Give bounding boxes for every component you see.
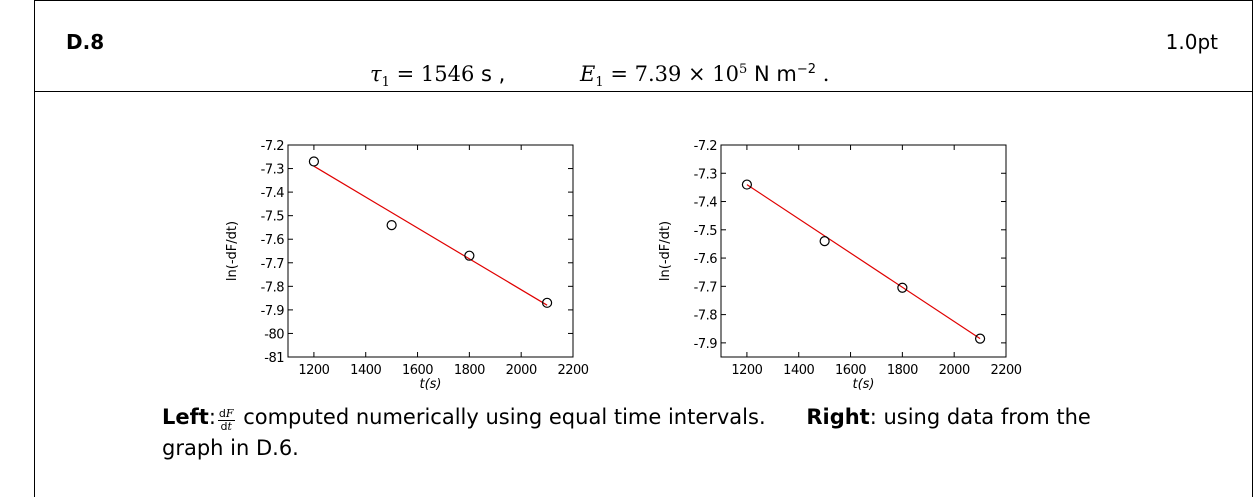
x-tick-label: 2200 bbox=[557, 363, 588, 378]
problem-frame bbox=[34, 0, 1253, 497]
y-tick-label: -7.4 bbox=[261, 186, 285, 201]
tau-value: = 1546 bbox=[396, 62, 475, 86]
x-tick-label: 1800 bbox=[454, 363, 485, 378]
frac-den-d: d bbox=[220, 420, 228, 434]
y-tick-label: -7.7 bbox=[694, 280, 718, 295]
tau-equation: τ1 = 1546 s , bbox=[370, 62, 505, 90]
x-axis-label: t(s) bbox=[852, 377, 874, 392]
data-point bbox=[541, 297, 553, 308]
x-tick-label: 1400 bbox=[783, 363, 814, 378]
caption-right-label: Right bbox=[806, 405, 870, 429]
data-point bbox=[741, 179, 753, 190]
y-tick-label: -7.9 bbox=[694, 337, 718, 352]
y-tick-label: -7.9 bbox=[261, 304, 285, 319]
y-tick-label: -81 bbox=[264, 351, 284, 366]
x-axis-label: t(s) bbox=[419, 377, 441, 392]
question-number: D.8 bbox=[66, 30, 105, 54]
y-axis-label: ln(-dF/dt) bbox=[225, 221, 240, 281]
modulus-unit: N m bbox=[753, 62, 797, 86]
modulus-exponent: 5 bbox=[739, 62, 748, 77]
tau-symbol: τ bbox=[370, 62, 382, 86]
caption-colon: : bbox=[208, 405, 216, 429]
x-tick-label: 2200 bbox=[990, 363, 1021, 378]
y-tick-label: -7.6 bbox=[261, 233, 285, 248]
modulus-unit-exponent: −2 bbox=[796, 62, 816, 77]
right-chart: 1200 1400 1600 1800 2000 2200 -7.2 -7.3 -7.4 -7.5… bbox=[658, 139, 1022, 392]
data-point bbox=[819, 236, 830, 247]
x-tick-label: 1200 bbox=[298, 363, 329, 378]
x-tick-label: 2000 bbox=[939, 363, 970, 378]
modulus-symbol: E bbox=[580, 62, 596, 86]
derivative-fraction: dF dt bbox=[217, 407, 235, 434]
x-tick-label: 2000 bbox=[506, 363, 537, 378]
x-tick-label: 1800 bbox=[887, 363, 918, 378]
y-tick-label: -7.2 bbox=[694, 139, 717, 154]
y-tick-label: -7.3 bbox=[261, 163, 285, 178]
points-value: 1.0pt bbox=[1165, 30, 1218, 54]
x-tick-label: 1600 bbox=[835, 363, 866, 378]
y-tick-label: -7.8 bbox=[694, 309, 718, 324]
caption-right-text: : using data from the graph in D.6. bbox=[162, 405, 1091, 461]
y-tick-label: -7.2 bbox=[261, 139, 284, 154]
y-tick-label: -7.5 bbox=[261, 210, 285, 225]
x-tick-label: 1200 bbox=[731, 363, 762, 378]
caption-left-label: Left bbox=[162, 405, 209, 429]
x-tick-label: 1400 bbox=[350, 363, 381, 378]
caption-left-text: computed numerically using equal time in… bbox=[236, 405, 766, 429]
frac-num-d: d bbox=[218, 407, 226, 421]
y-tick-label: -7.3 bbox=[694, 167, 718, 182]
plot-frame bbox=[287, 144, 574, 358]
frac-den-var: t bbox=[227, 420, 232, 434]
y-tick-label: -7.6 bbox=[694, 252, 718, 267]
left-chart: 1200 1400 1600 1800 2000 2200 -7.2 -7.3 -7.4 -7.5… bbox=[225, 139, 589, 392]
plot-frame bbox=[720, 144, 1007, 358]
divider-line bbox=[34, 91, 1253, 92]
data-point bbox=[897, 282, 908, 293]
tau-subscript: 1 bbox=[381, 75, 390, 91]
data-point bbox=[386, 219, 397, 231]
y-axis-label: ln(-dF/dt) bbox=[658, 221, 673, 281]
modulus-period: . bbox=[822, 62, 830, 86]
y-tick-label: -7.7 bbox=[261, 257, 285, 272]
data-point bbox=[974, 333, 986, 344]
data-point bbox=[308, 156, 320, 167]
data-point bbox=[464, 250, 475, 261]
frac-num-var: F bbox=[225, 407, 234, 421]
fit-line bbox=[746, 184, 981, 340]
y-tick-label: -7.4 bbox=[694, 196, 718, 211]
modulus-value: = 7.39 × 10 bbox=[610, 62, 740, 86]
y-tick-label: -7.8 bbox=[261, 280, 285, 295]
modulus-subscript: 1 bbox=[595, 75, 604, 91]
y-tick-label: -7.5 bbox=[694, 224, 718, 239]
tau-unit: s , bbox=[481, 62, 506, 86]
x-tick-label: 1600 bbox=[402, 363, 433, 378]
modulus-equation: E1 = 7.39 × 105 N m−2 . bbox=[580, 62, 829, 90]
figure-caption: Left: dF dt computed numerically using equ… bbox=[162, 402, 1122, 463]
y-tick-label: -80 bbox=[264, 327, 284, 342]
fit-line bbox=[313, 165, 548, 306]
